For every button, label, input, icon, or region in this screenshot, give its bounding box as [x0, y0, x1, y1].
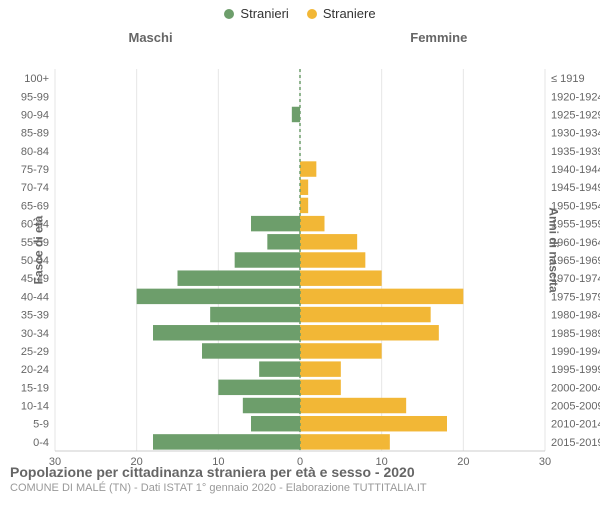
- bar-male: [202, 343, 300, 358]
- birth-label: 1985-1989: [551, 328, 600, 340]
- bar-female: [300, 398, 406, 413]
- bar-female: [300, 270, 382, 285]
- bar-male: [218, 380, 300, 395]
- age-label: 90-94: [21, 109, 49, 121]
- bar-male: [210, 307, 300, 322]
- age-label: 20-24: [21, 364, 49, 376]
- birth-label: 2010-2014: [551, 419, 600, 431]
- birth-label: 1975-1979: [551, 291, 600, 303]
- birth-label: 2005-2009: [551, 401, 600, 413]
- birth-label: ≤ 1919: [551, 73, 585, 85]
- axis-title-right: Anni di nascita: [546, 207, 560, 292]
- birth-label: 1940-1944: [551, 164, 600, 176]
- bar-female: [300, 289, 463, 304]
- bar-male: [259, 361, 300, 376]
- bar-male: [243, 398, 300, 413]
- bar-female: [300, 161, 316, 176]
- bar-female: [300, 325, 439, 340]
- birth-label: 1930-1934: [551, 128, 600, 140]
- legend-dot-male: [224, 9, 234, 19]
- chart-title: Popolazione per cittadinanza straniera p…: [10, 464, 590, 480]
- bar-male: [251, 416, 300, 431]
- legend-dot-female: [307, 9, 317, 19]
- bar-female: [300, 180, 308, 195]
- bar-female: [300, 343, 382, 358]
- legend-label-male: Stranieri: [240, 6, 288, 21]
- birth-label: 2000-2004: [551, 382, 600, 394]
- birth-label: 1925-1929: [551, 109, 600, 121]
- bar-female: [300, 198, 308, 213]
- age-label: 10-14: [21, 401, 49, 413]
- birth-label: 1980-1984: [551, 310, 600, 322]
- bar-female: [300, 361, 341, 376]
- age-label: 75-79: [21, 164, 49, 176]
- bar-female: [300, 416, 447, 431]
- bar-male: [178, 270, 301, 285]
- bar-male: [267, 234, 300, 249]
- age-label: 100+: [24, 73, 49, 85]
- age-label: 70-74: [21, 182, 49, 194]
- column-title-male: Maschi: [129, 30, 173, 45]
- birth-label: 1920-1924: [551, 91, 600, 103]
- bar-female: [300, 216, 325, 231]
- axis-title-left: Fasce di età: [31, 216, 45, 285]
- bar-male: [153, 325, 300, 340]
- age-label: 35-39: [21, 310, 49, 322]
- bar-female: [300, 234, 357, 249]
- bar-female: [300, 307, 431, 322]
- chart-subtitle: COMUNE DI MALÉ (TN) - Dati ISTAT 1° genn…: [10, 482, 590, 494]
- age-label: 95-99: [21, 91, 49, 103]
- bar-male: [137, 289, 300, 304]
- pyramid-svg: 3020100102030100+≤ 191995-991920-192490-…: [0, 21, 600, 521]
- birth-label: 2015-2019: [551, 437, 600, 449]
- birth-label: 1995-1999: [551, 364, 600, 376]
- chart-footer: Popolazione per cittadinanza straniera p…: [10, 464, 590, 494]
- legend: Stranieri Straniere: [0, 0, 600, 21]
- legend-male: Stranieri: [224, 6, 288, 21]
- birth-label: 1990-1994: [551, 346, 600, 358]
- age-label: 65-69: [21, 200, 49, 212]
- age-label: 30-34: [21, 328, 49, 340]
- age-label: 15-19: [21, 382, 49, 394]
- bar-male: [251, 216, 300, 231]
- legend-female: Straniere: [307, 6, 376, 21]
- age-label: 40-44: [21, 291, 49, 303]
- bar-male: [153, 434, 300, 449]
- pyramid-chart: Stranieri Straniere Maschi Femmine Fasce…: [0, 0, 600, 500]
- legend-label-female: Straniere: [323, 6, 376, 21]
- column-title-female: Femmine: [410, 30, 467, 45]
- age-label: 0-4: [33, 437, 49, 449]
- age-label: 5-9: [33, 419, 49, 431]
- age-label: 25-29: [21, 346, 49, 358]
- age-label: 80-84: [21, 146, 49, 158]
- bar-female: [300, 252, 365, 267]
- bar-male: [292, 107, 300, 122]
- birth-label: 1945-1949: [551, 182, 600, 194]
- bar-female: [300, 380, 341, 395]
- bar-female: [300, 434, 390, 449]
- birth-label: 1935-1939: [551, 146, 600, 158]
- bar-male: [235, 252, 300, 267]
- age-label: 85-89: [21, 128, 49, 140]
